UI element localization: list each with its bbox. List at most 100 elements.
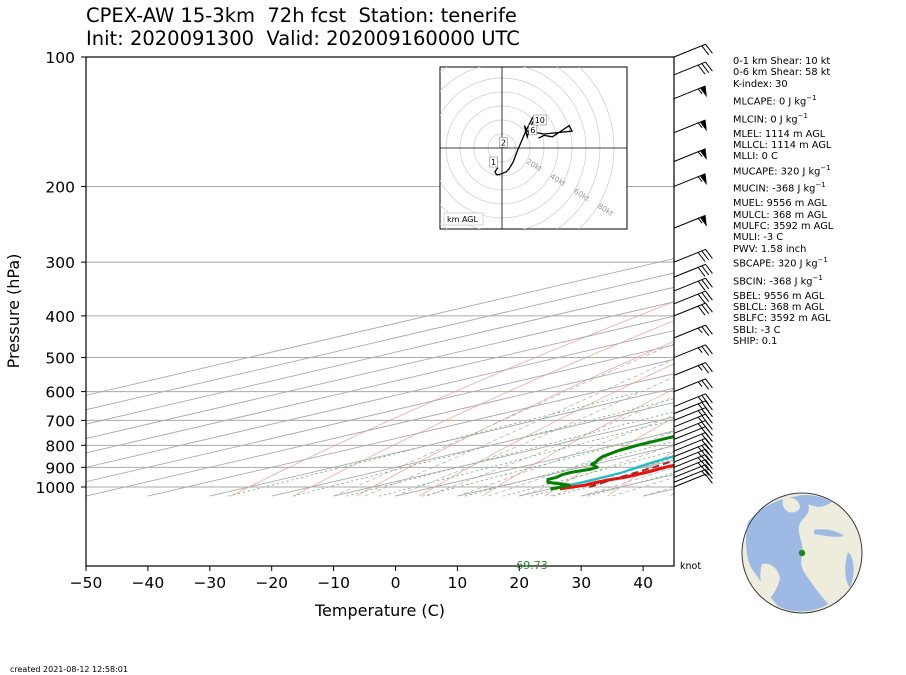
y-tick-label: 600 bbox=[45, 384, 75, 402]
stat-line: MLCAPE: 0 J kg−1 bbox=[733, 94, 817, 108]
isotherm bbox=[86, 301, 674, 439]
mixing-ratio-line bbox=[379, 419, 674, 497]
moist-adiabat bbox=[333, 343, 674, 497]
moist-adiabat bbox=[519, 444, 674, 497]
wind-barb bbox=[673, 393, 713, 408]
wind-barb bbox=[673, 378, 713, 393]
x-tick-label: 10 bbox=[448, 574, 468, 592]
wind-barb bbox=[673, 290, 713, 305]
sounding-indices-panel: 0-1 km Shear: 10 kt 0-6 km Shear: 58 kt K-… bbox=[733, 56, 833, 348]
y-tick-label: 100 bbox=[45, 49, 75, 67]
stat-line: SBLCL: 368 m AGL bbox=[733, 301, 825, 313]
isotherm bbox=[86, 315, 674, 454]
y-tick-label: 1000 bbox=[36, 479, 75, 497]
moist-adiabat bbox=[426, 396, 674, 497]
globe-ocean-north bbox=[796, 494, 832, 507]
wind-barb bbox=[673, 413, 713, 428]
y-tick-label: 900 bbox=[45, 459, 75, 477]
globe-south-america bbox=[760, 563, 780, 604]
sounding-series bbox=[546, 434, 674, 491]
wind-barb bbox=[673, 148, 707, 162]
hodograph-height-label: 6 bbox=[528, 124, 538, 136]
isotherm bbox=[86, 330, 674, 468]
globe-ocean-indian bbox=[845, 552, 854, 588]
x-tick-label: 40 bbox=[633, 574, 653, 592]
isotherm bbox=[86, 358, 674, 497]
hodograph-unit-box: km AGL bbox=[443, 212, 484, 226]
wind-barb bbox=[673, 277, 713, 292]
stat-line: SHIP: 0.1 bbox=[733, 336, 778, 348]
x-tick-label: 0 bbox=[391, 574, 401, 592]
stat-line: 0-6 km Shear: 58 kt bbox=[733, 67, 831, 79]
stat-line: MLLCL: 1114 m AGL bbox=[733, 139, 832, 151]
wind-barb bbox=[673, 263, 713, 278]
svg-text:6: 6 bbox=[530, 126, 535, 135]
wind-barb bbox=[673, 407, 713, 421]
wind-barb bbox=[673, 344, 713, 359]
y-tick-label: 400 bbox=[45, 308, 75, 326]
hodograph-height-label: 2 bbox=[499, 137, 508, 148]
wind-barb bbox=[673, 362, 713, 376]
wind-barb bbox=[673, 454, 713, 468]
wind-barbs bbox=[673, 43, 713, 488]
isotherm bbox=[86, 286, 674, 425]
stat-line: SBEL: 9556 m AGL bbox=[733, 290, 825, 302]
svg-text:1: 1 bbox=[491, 158, 496, 167]
plot-frame bbox=[85, 56, 675, 567]
globe-locator-map bbox=[741, 492, 863, 614]
stat-line: SBCAPE: 320 J kg−1 bbox=[733, 256, 828, 270]
wind-barb bbox=[673, 61, 713, 76]
isotherm bbox=[86, 258, 674, 396]
moist-adiabat bbox=[550, 456, 674, 497]
svg-text:2: 2 bbox=[501, 138, 506, 147]
wind-barb bbox=[673, 473, 713, 488]
mixing-ratio-line bbox=[587, 472, 674, 497]
stat-line: PWV: 1.58 inch bbox=[733, 243, 807, 255]
stat-line: MUCIN: -368 J kg−1 bbox=[733, 181, 826, 195]
x-tick-label: −30 bbox=[193, 574, 226, 592]
x-tick-label: −40 bbox=[132, 574, 165, 592]
mixing-ratio-line bbox=[422, 430, 674, 497]
stat-line: MULI: -3 C bbox=[733, 232, 784, 244]
series-virtual-temperature bbox=[550, 454, 674, 490]
wind-barb bbox=[673, 214, 707, 229]
stat-line: MLCIN: 0 J kg−1 bbox=[733, 111, 808, 126]
wind-barb bbox=[673, 469, 713, 483]
x-tick-label: 20 bbox=[509, 574, 529, 592]
wind-barb bbox=[673, 43, 713, 58]
background-lines bbox=[86, 57, 906, 497]
wind-barb bbox=[673, 85, 707, 100]
stat-line: SBLFC: 3592 m AGL bbox=[733, 313, 831, 325]
x-tick-label: −20 bbox=[255, 574, 288, 592]
stat-line: MUEL: 9556 m AGL bbox=[733, 198, 827, 210]
stat-line: 0-1 km Shear: 10 kt bbox=[733, 56, 831, 67]
mixing-ratio-line bbox=[228, 391, 642, 497]
stat-line: SBCIN: -368 J kg−1 bbox=[733, 273, 823, 288]
svg-text:km AGL: km AGL bbox=[447, 215, 479, 224]
wind-barb bbox=[673, 302, 713, 317]
dry-adiabat bbox=[356, 340, 674, 497]
axes: −50 −40 −30 −20 −10 0 10 20 30 40 100 200 300 400 500 6… bbox=[4, 49, 701, 620]
x-tick-label: −10 bbox=[317, 574, 350, 592]
wind-barb bbox=[673, 464, 713, 478]
x-axis-label: Temperature (C) bbox=[314, 601, 445, 620]
wind-barb bbox=[673, 173, 707, 187]
chart-title-line2: Init: 2020091300 Valid: 202009160000 UTC bbox=[86, 27, 520, 50]
wind-barb bbox=[673, 448, 713, 463]
stat-line: MULFC: 3592 m AGL bbox=[733, 220, 834, 232]
station-marker bbox=[798, 549, 806, 557]
stat-line: MLEL: 1114 m AGL bbox=[733, 128, 826, 140]
moist-adiabat bbox=[364, 358, 674, 497]
mixing-ratio-line bbox=[293, 398, 674, 497]
created-timestamp: created 2021-08-12 12:58:01 bbox=[10, 665, 128, 674]
x-tick-label: 30 bbox=[571, 574, 591, 592]
series-temperature bbox=[559, 463, 674, 491]
y-tick-label: 300 bbox=[45, 254, 75, 272]
y-axis-label: Pressure (hPa) bbox=[4, 254, 23, 369]
isotherm bbox=[86, 272, 674, 411]
isotherm bbox=[147, 373, 674, 497]
dry-adiabat bbox=[859, 57, 906, 496]
surface-annotation: 69.73 bbox=[516, 559, 548, 572]
isotherm bbox=[333, 416, 674, 497]
